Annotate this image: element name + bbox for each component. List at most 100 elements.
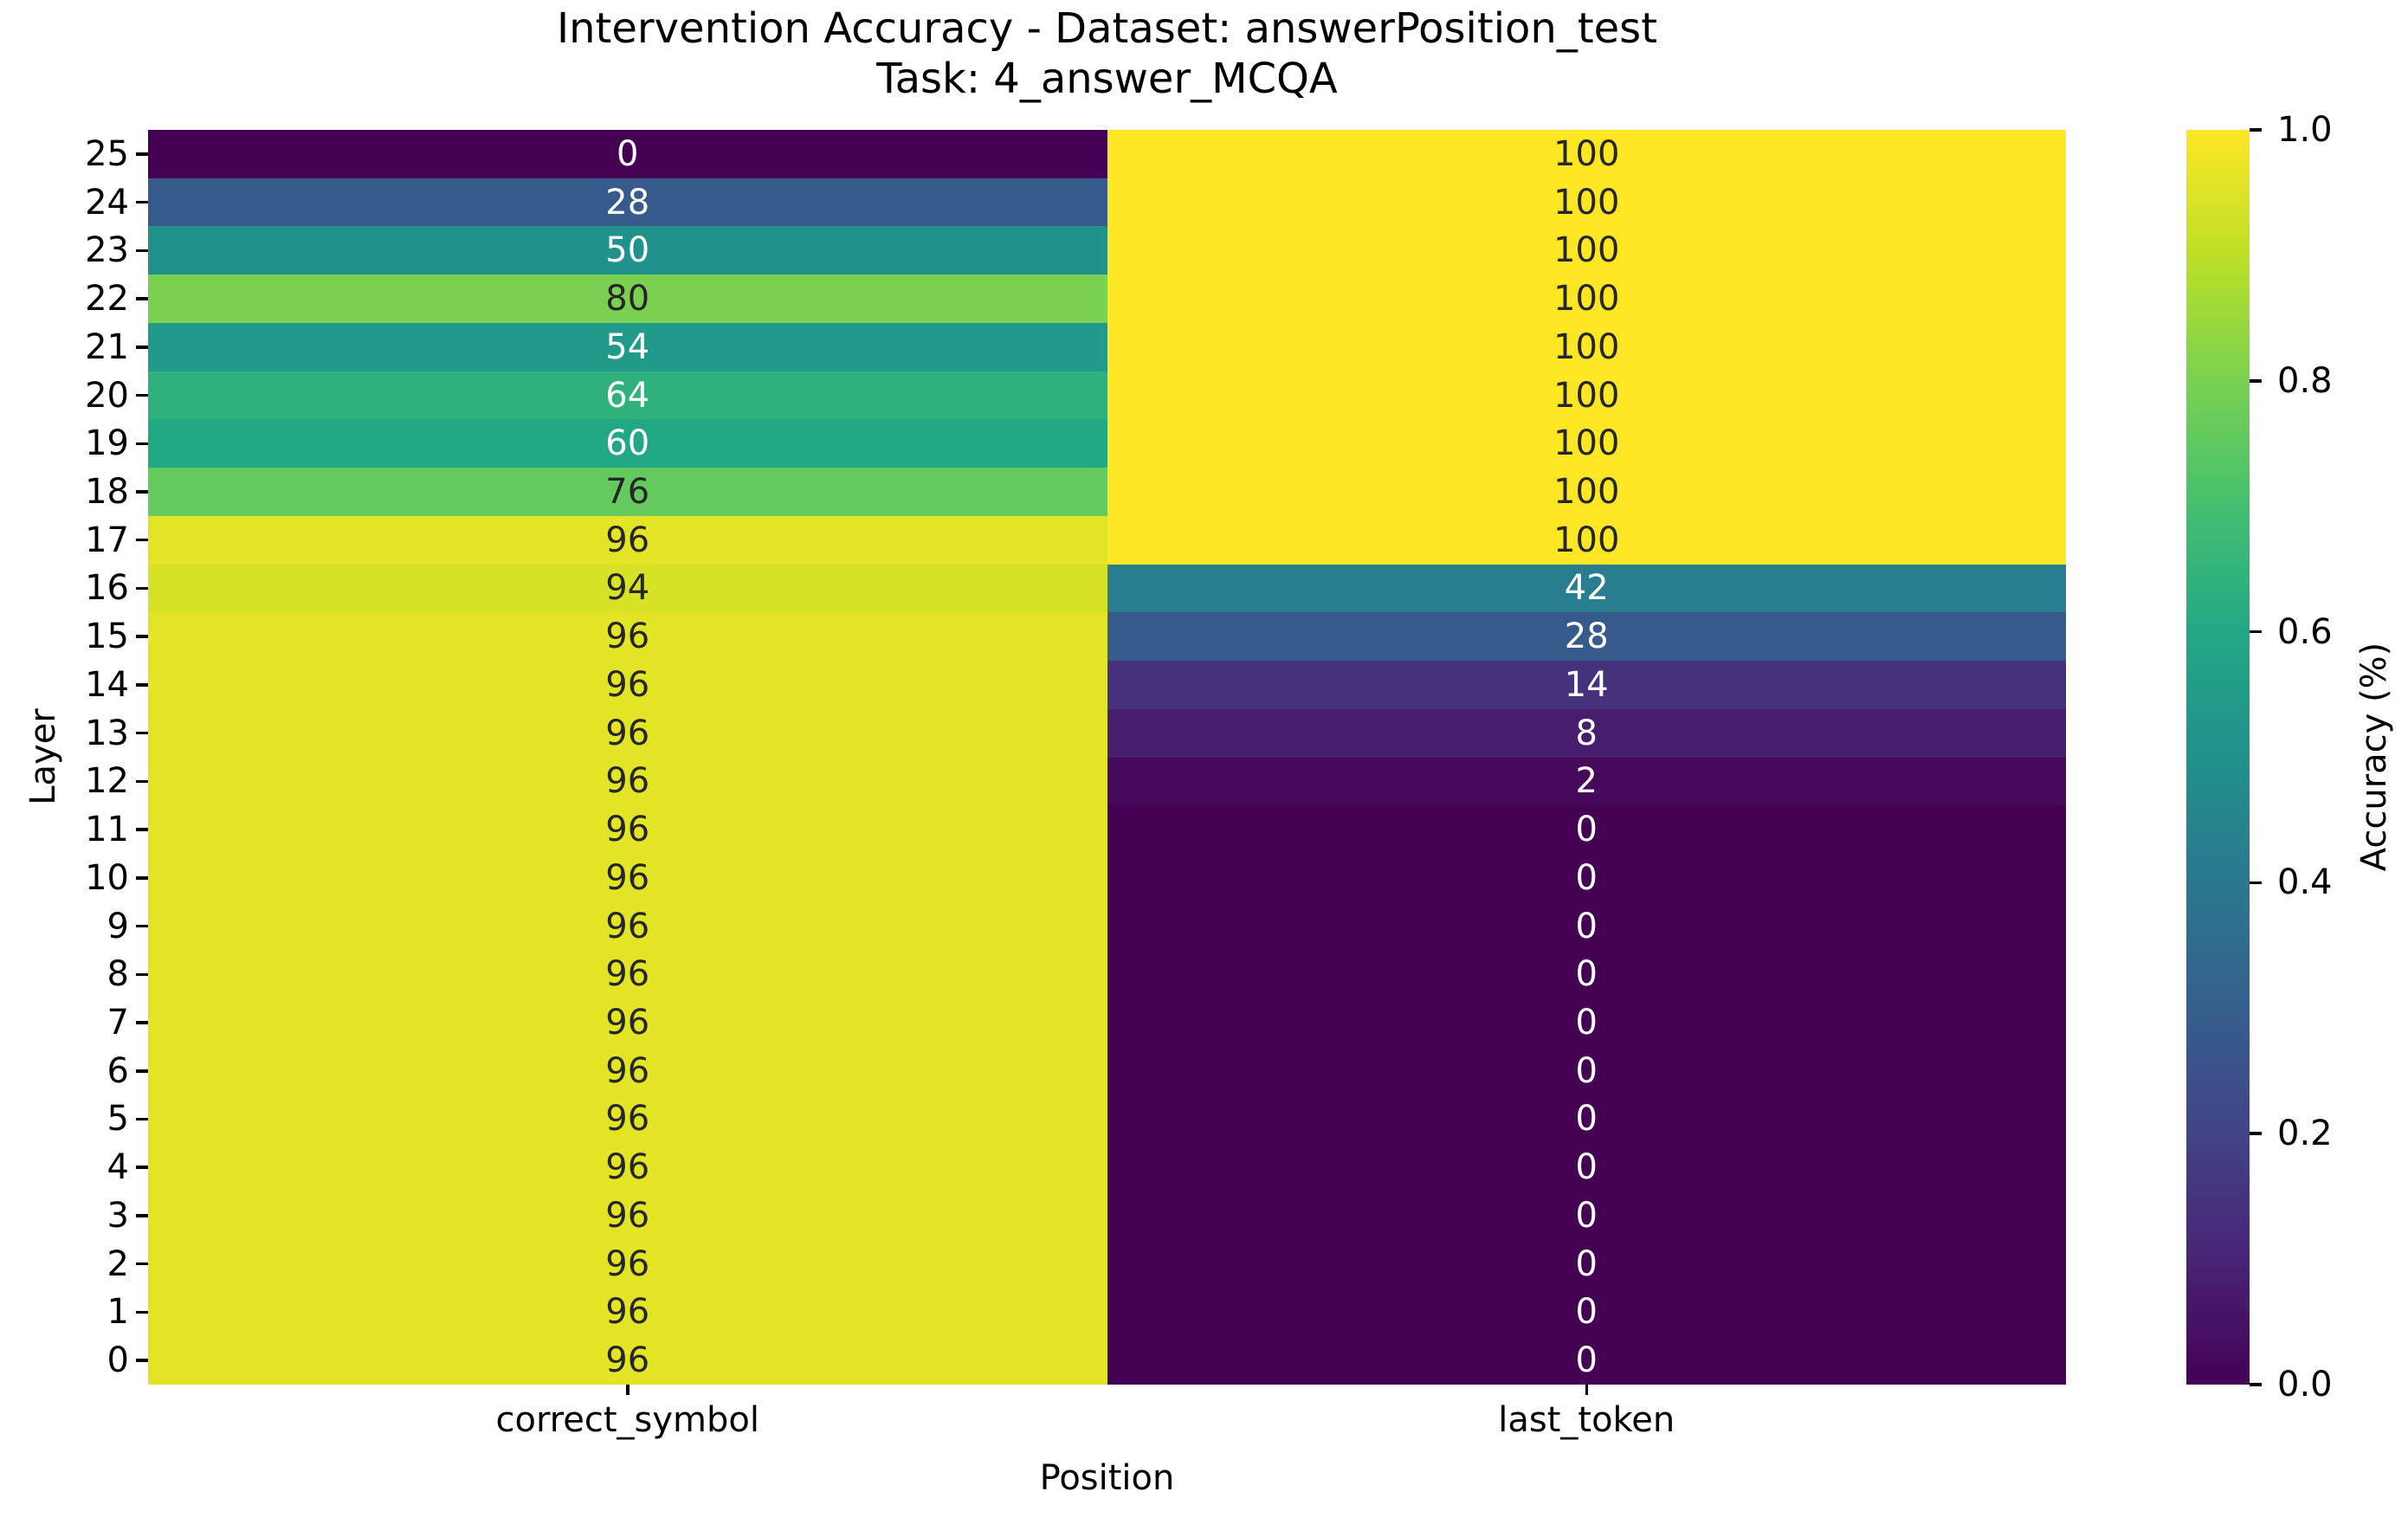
heatmap-cell: 100 [1107,130,2066,178]
cell-value: 100 [1553,182,1620,223]
heatmap-cell: 96 [148,757,1107,806]
y-tick-mark [136,345,148,349]
y-tick-label: 19 [85,423,129,464]
y-tick-label: 11 [85,810,129,850]
y-tick-mark [136,924,148,928]
y-tick-label: 8 [107,954,129,995]
heatmap-cell: 0 [1107,1239,2066,1288]
y-tick-mark [136,249,148,253]
heatmap-cell: 42 [1107,564,2066,613]
y-tick-mark [136,1262,148,1266]
cell-value: 0 [1575,954,1598,995]
cell-value: 96 [605,954,650,995]
cell-value: 2 [1575,761,1598,802]
y-tick-label: 2 [107,1243,129,1284]
cell-value: 96 [605,1243,650,1284]
colorbar-tick-label: 0.0 [2277,1365,2333,1405]
heatmap-cell: 96 [148,950,1107,999]
heatmap-cell: 8 [1107,708,2066,758]
x-tick-mark [1585,1385,1588,1395]
cell-value: 60 [605,423,650,464]
y-tick-label: 10 [85,857,129,898]
y-tick-mark [136,1359,148,1362]
y-tick-label: 23 [85,230,129,271]
colorbar-tick-label: 0.8 [2277,360,2333,401]
chart-title: Intervention Accuracy - Dataset: answerP… [148,4,2066,104]
colorbar-tick-mark [2250,1132,2262,1135]
cell-value: 0 [1575,810,1598,850]
x-tick-mark [626,1385,629,1395]
y-tick-mark [136,1310,148,1314]
heatmap-cell: 0 [1107,853,2066,902]
cell-value: 0 [1575,1050,1598,1091]
cell-value: 100 [1553,520,1620,560]
y-tick-mark [136,972,148,977]
chart-title-line1: Intervention Accuracy - Dataset: answerP… [556,4,1658,53]
y-tick-label: 18 [85,471,129,512]
heatmap-cell: 14 [1107,661,2066,709]
y-tick-mark [136,297,148,300]
heatmap-cell: 96 [148,515,1107,565]
heatmap-cell: 0 [1107,950,2066,999]
heatmap-cell: 96 [148,901,1107,951]
y-tick-label: 21 [85,326,129,367]
cell-value: 14 [1564,664,1609,705]
cell-value: 28 [605,182,650,223]
cell-value: 100 [1553,375,1620,416]
heatmap-cell: 0 [1107,1046,2066,1095]
heatmap-cell: 100 [1107,322,2066,371]
heatmap-cell: 96 [148,1095,1107,1144]
cell-value: 94 [605,568,650,609]
y-tick-label: 12 [85,761,129,802]
heatmap-cell: 80 [148,274,1107,323]
y-tick-label: 3 [107,1195,129,1236]
heatmap-cell: 96 [148,998,1107,1047]
y-tick-mark [136,586,148,591]
heatmap-cell: 100 [1107,274,2066,323]
colorbar-tick-label: 0.4 [2277,862,2333,903]
heatmap-cell: 96 [148,612,1107,662]
heatmap-cell: 64 [148,371,1107,420]
heatmap-cell: 100 [1107,226,2066,275]
y-tick-label: 0 [107,1340,129,1381]
cell-value: 8 [1575,713,1598,753]
y-tick-label: 14 [85,664,129,705]
y-tick-mark [136,200,148,204]
cell-value: 96 [605,1050,650,1091]
heatmap-cell: 96 [148,1336,1107,1385]
cell-value: 100 [1553,326,1620,367]
cell-value: 0 [1575,1003,1598,1043]
colorbar-tick-label: 0.6 [2277,611,2333,652]
heatmap-cell: 96 [148,1288,1107,1337]
colorbar-tick-mark [2250,881,2262,885]
colorbar-tick-label: 1.0 [2277,110,2333,150]
heatmap-cell: 0 [1107,1095,2066,1144]
y-tick-mark [136,828,148,831]
heatmap-cell: 100 [1107,178,2066,227]
cell-value: 0 [1575,1340,1598,1381]
y-tick-label: 16 [85,568,129,609]
heatmap-cell: 28 [148,178,1107,227]
y-tick-label: 7 [107,1003,129,1043]
y-tick-label: 6 [107,1050,129,1091]
cell-value: 100 [1553,423,1620,464]
y-tick-label: 1 [107,1292,129,1333]
heatmap-cell: 100 [1107,419,2066,468]
heatmap-cell: 0 [1107,998,2066,1047]
cell-value: 0 [1575,1243,1598,1284]
y-tick-mark [136,538,148,542]
cell-value: 96 [605,761,650,802]
y-tick-mark [136,442,148,445]
cell-value: 96 [605,1147,650,1188]
cell-value: 96 [605,1003,650,1043]
heatmap-cell: 94 [148,564,1107,613]
y-tick-mark [136,635,148,638]
y-tick-mark [136,490,148,494]
heatmap-cell: 0 [1107,1191,2066,1240]
x-tick-label: correct_symbol [495,1400,759,1440]
cell-value: 96 [605,906,650,946]
chart-title-line2: Task: 4_answer_MCQA [876,54,1338,103]
cell-value: 50 [605,230,650,271]
colorbar-gradient [2186,130,2250,1385]
cell-value: 80 [605,279,650,320]
